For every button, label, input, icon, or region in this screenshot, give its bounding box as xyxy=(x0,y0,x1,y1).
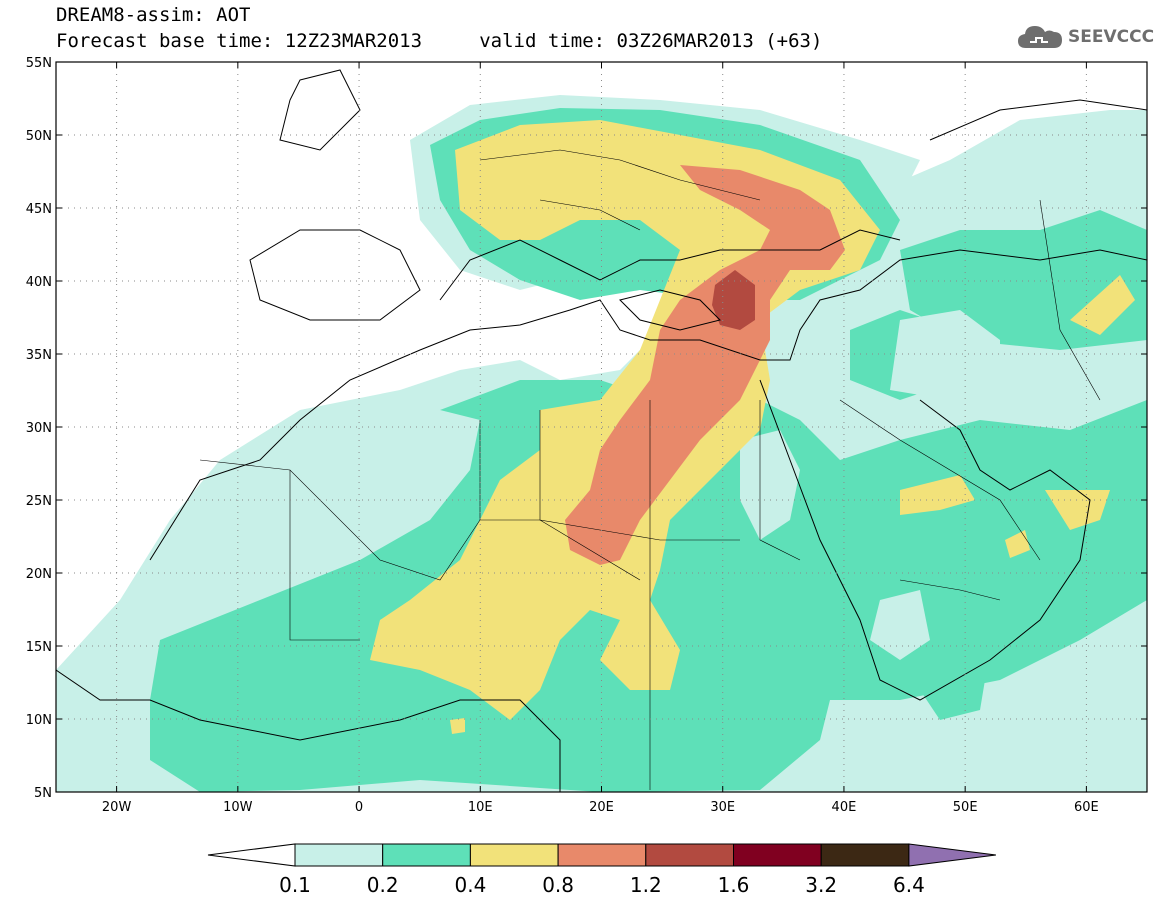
lon-label: 20W xyxy=(102,800,132,815)
aot-fields xyxy=(56,62,1147,792)
country-borders xyxy=(199,149,1101,790)
seevccc-logo: SEEVCCC xyxy=(1016,22,1154,52)
colorbar-label: 0.8 xyxy=(542,873,574,897)
lat-label: 55N xyxy=(26,56,52,71)
colorbar-label: 0.4 xyxy=(454,873,486,897)
cloud-icon xyxy=(1018,26,1062,48)
lon-label: 60E xyxy=(1074,800,1099,815)
colorbar-label: 3.2 xyxy=(805,873,837,897)
lon-label: 10W xyxy=(223,800,253,815)
aot-level-0.1-patches xyxy=(740,310,1000,660)
colorbar-box xyxy=(382,843,471,867)
colorbar-labels: 0.1 0.2 0.4 0.8 1.2 1.6 3.2 6.4 xyxy=(279,873,925,897)
colorbar-label: 0.1 xyxy=(279,873,311,897)
coastlines xyxy=(56,69,1147,792)
lat-label: 40N xyxy=(26,275,52,290)
colorbar-label: 1.2 xyxy=(630,873,662,897)
colorbar-over-triangle xyxy=(908,843,996,867)
aot-level-0.8 xyxy=(565,165,845,565)
lat-label: 20N xyxy=(26,567,52,582)
longitude-labels: 20W 10W 0 10E 20E 30E 40E 50E 60E xyxy=(102,800,1099,815)
lat-label: 5N xyxy=(34,786,52,801)
lat-label: 10N xyxy=(26,713,52,728)
logo-text: SEEVCCC xyxy=(1068,27,1155,47)
lon-label: 0 xyxy=(355,800,363,815)
colorbar-label: 1.6 xyxy=(718,873,750,897)
lat-label: 50N xyxy=(26,129,52,144)
colorbar-box xyxy=(733,843,822,867)
lat-label: 15N xyxy=(26,640,52,655)
colorbar-under-triangle xyxy=(207,843,296,867)
lon-label: 20E xyxy=(589,800,614,815)
axis-ticks xyxy=(56,61,1147,793)
colorbar-box xyxy=(469,843,559,867)
lon-label: 40E xyxy=(832,800,857,815)
chart-title: DREAM8-assim: AOT xyxy=(56,4,251,26)
colorbar-label: 6.4 xyxy=(893,873,925,897)
lat-label: 30N xyxy=(26,421,52,436)
colorbar-label: 0.2 xyxy=(367,873,399,897)
lat-label: 45N xyxy=(26,202,52,217)
lon-label: 50E xyxy=(953,800,978,815)
lat-label: 35N xyxy=(26,348,52,363)
lon-label: 10E xyxy=(468,800,493,815)
colorbar xyxy=(207,843,996,867)
colorbar-box xyxy=(557,843,647,867)
colorbar-box xyxy=(820,843,910,867)
lat-label: 25N xyxy=(26,494,52,509)
forecast-times: Forecast base time: 12Z23MAR2013 valid t… xyxy=(56,30,823,52)
latitude-labels: 55N 50N 45N 40N 35N 30N 25N 20N 15N 10N 5N xyxy=(26,56,52,801)
lon-label: 30E xyxy=(710,800,735,815)
colorbar-box xyxy=(645,843,734,867)
colorbar-box xyxy=(294,843,384,867)
